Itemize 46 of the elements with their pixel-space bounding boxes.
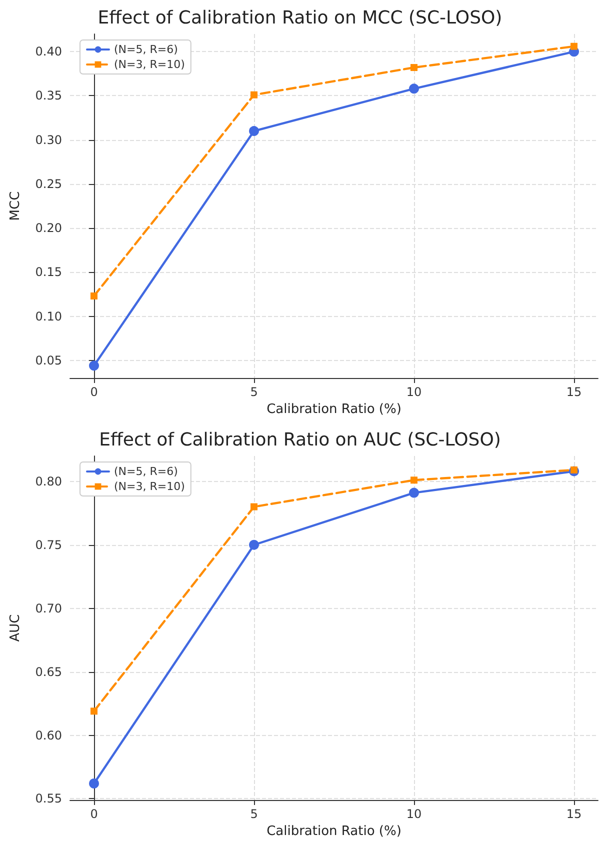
y-tick-label: 0.15 — [35, 265, 62, 280]
y-tick-label: 0.40 — [35, 44, 62, 59]
y-tick-label: 0.65 — [35, 664, 62, 679]
legend-label: (N=5, R=6) — [114, 43, 178, 56]
chart-title: Effect of Calibration Ratio on MCC (SC-LOSO) — [98, 8, 502, 28]
legend-label: (N=5, R=6) — [114, 465, 178, 478]
legend-label: (N=3, R=10) — [114, 58, 185, 71]
y-tick-label: 0.30 — [35, 132, 62, 147]
point — [410, 476, 418, 484]
y-tick-label: 0.10 — [35, 309, 62, 324]
chart-title: Effect of Calibration Ratio on AUC (SC-LOSO) — [99, 430, 501, 450]
point — [89, 360, 99, 371]
y-axis-title: MCC — [8, 191, 23, 221]
x-tick-label: 10 — [406, 807, 422, 821]
y-tick-label: 0.80 — [35, 474, 62, 488]
point — [250, 503, 258, 510]
y-axis-title: AUC — [8, 614, 23, 642]
x-tick-label: 15 — [566, 385, 582, 399]
x-tick-label: 5 — [250, 807, 258, 821]
point — [409, 488, 419, 498]
x-axis-title: Calibration Ratio (%) — [266, 402, 402, 417]
y-tick-label: 0.70 — [35, 601, 62, 616]
y-tick-label: 0.75 — [35, 538, 62, 552]
y-tick-label: 0.55 — [35, 792, 62, 806]
point — [249, 126, 259, 136]
point — [570, 42, 578, 50]
legend-label: (N=3, R=10) — [114, 480, 185, 493]
x-tick-label: 0 — [90, 807, 98, 821]
point — [410, 64, 418, 72]
x-tick-label: 15 — [566, 807, 582, 821]
y-tick-label: 0.25 — [35, 176, 62, 191]
y-tick-label: 0.35 — [35, 88, 62, 103]
point — [250, 91, 258, 98]
x-axis-title: Calibration Ratio (%) — [266, 824, 402, 839]
x-tick-label: 5 — [250, 385, 258, 399]
point — [89, 778, 99, 788]
point — [90, 708, 98, 715]
y-tick-label: 0.05 — [35, 353, 62, 368]
x-tick-label: 0 — [90, 385, 98, 399]
point — [409, 84, 419, 94]
y-tick-label: 0.20 — [35, 221, 62, 236]
y-tick-label: 0.60 — [35, 728, 62, 742]
point — [570, 466, 578, 474]
point — [90, 292, 98, 300]
point — [249, 540, 259, 550]
x-tick-label: 10 — [406, 385, 422, 399]
